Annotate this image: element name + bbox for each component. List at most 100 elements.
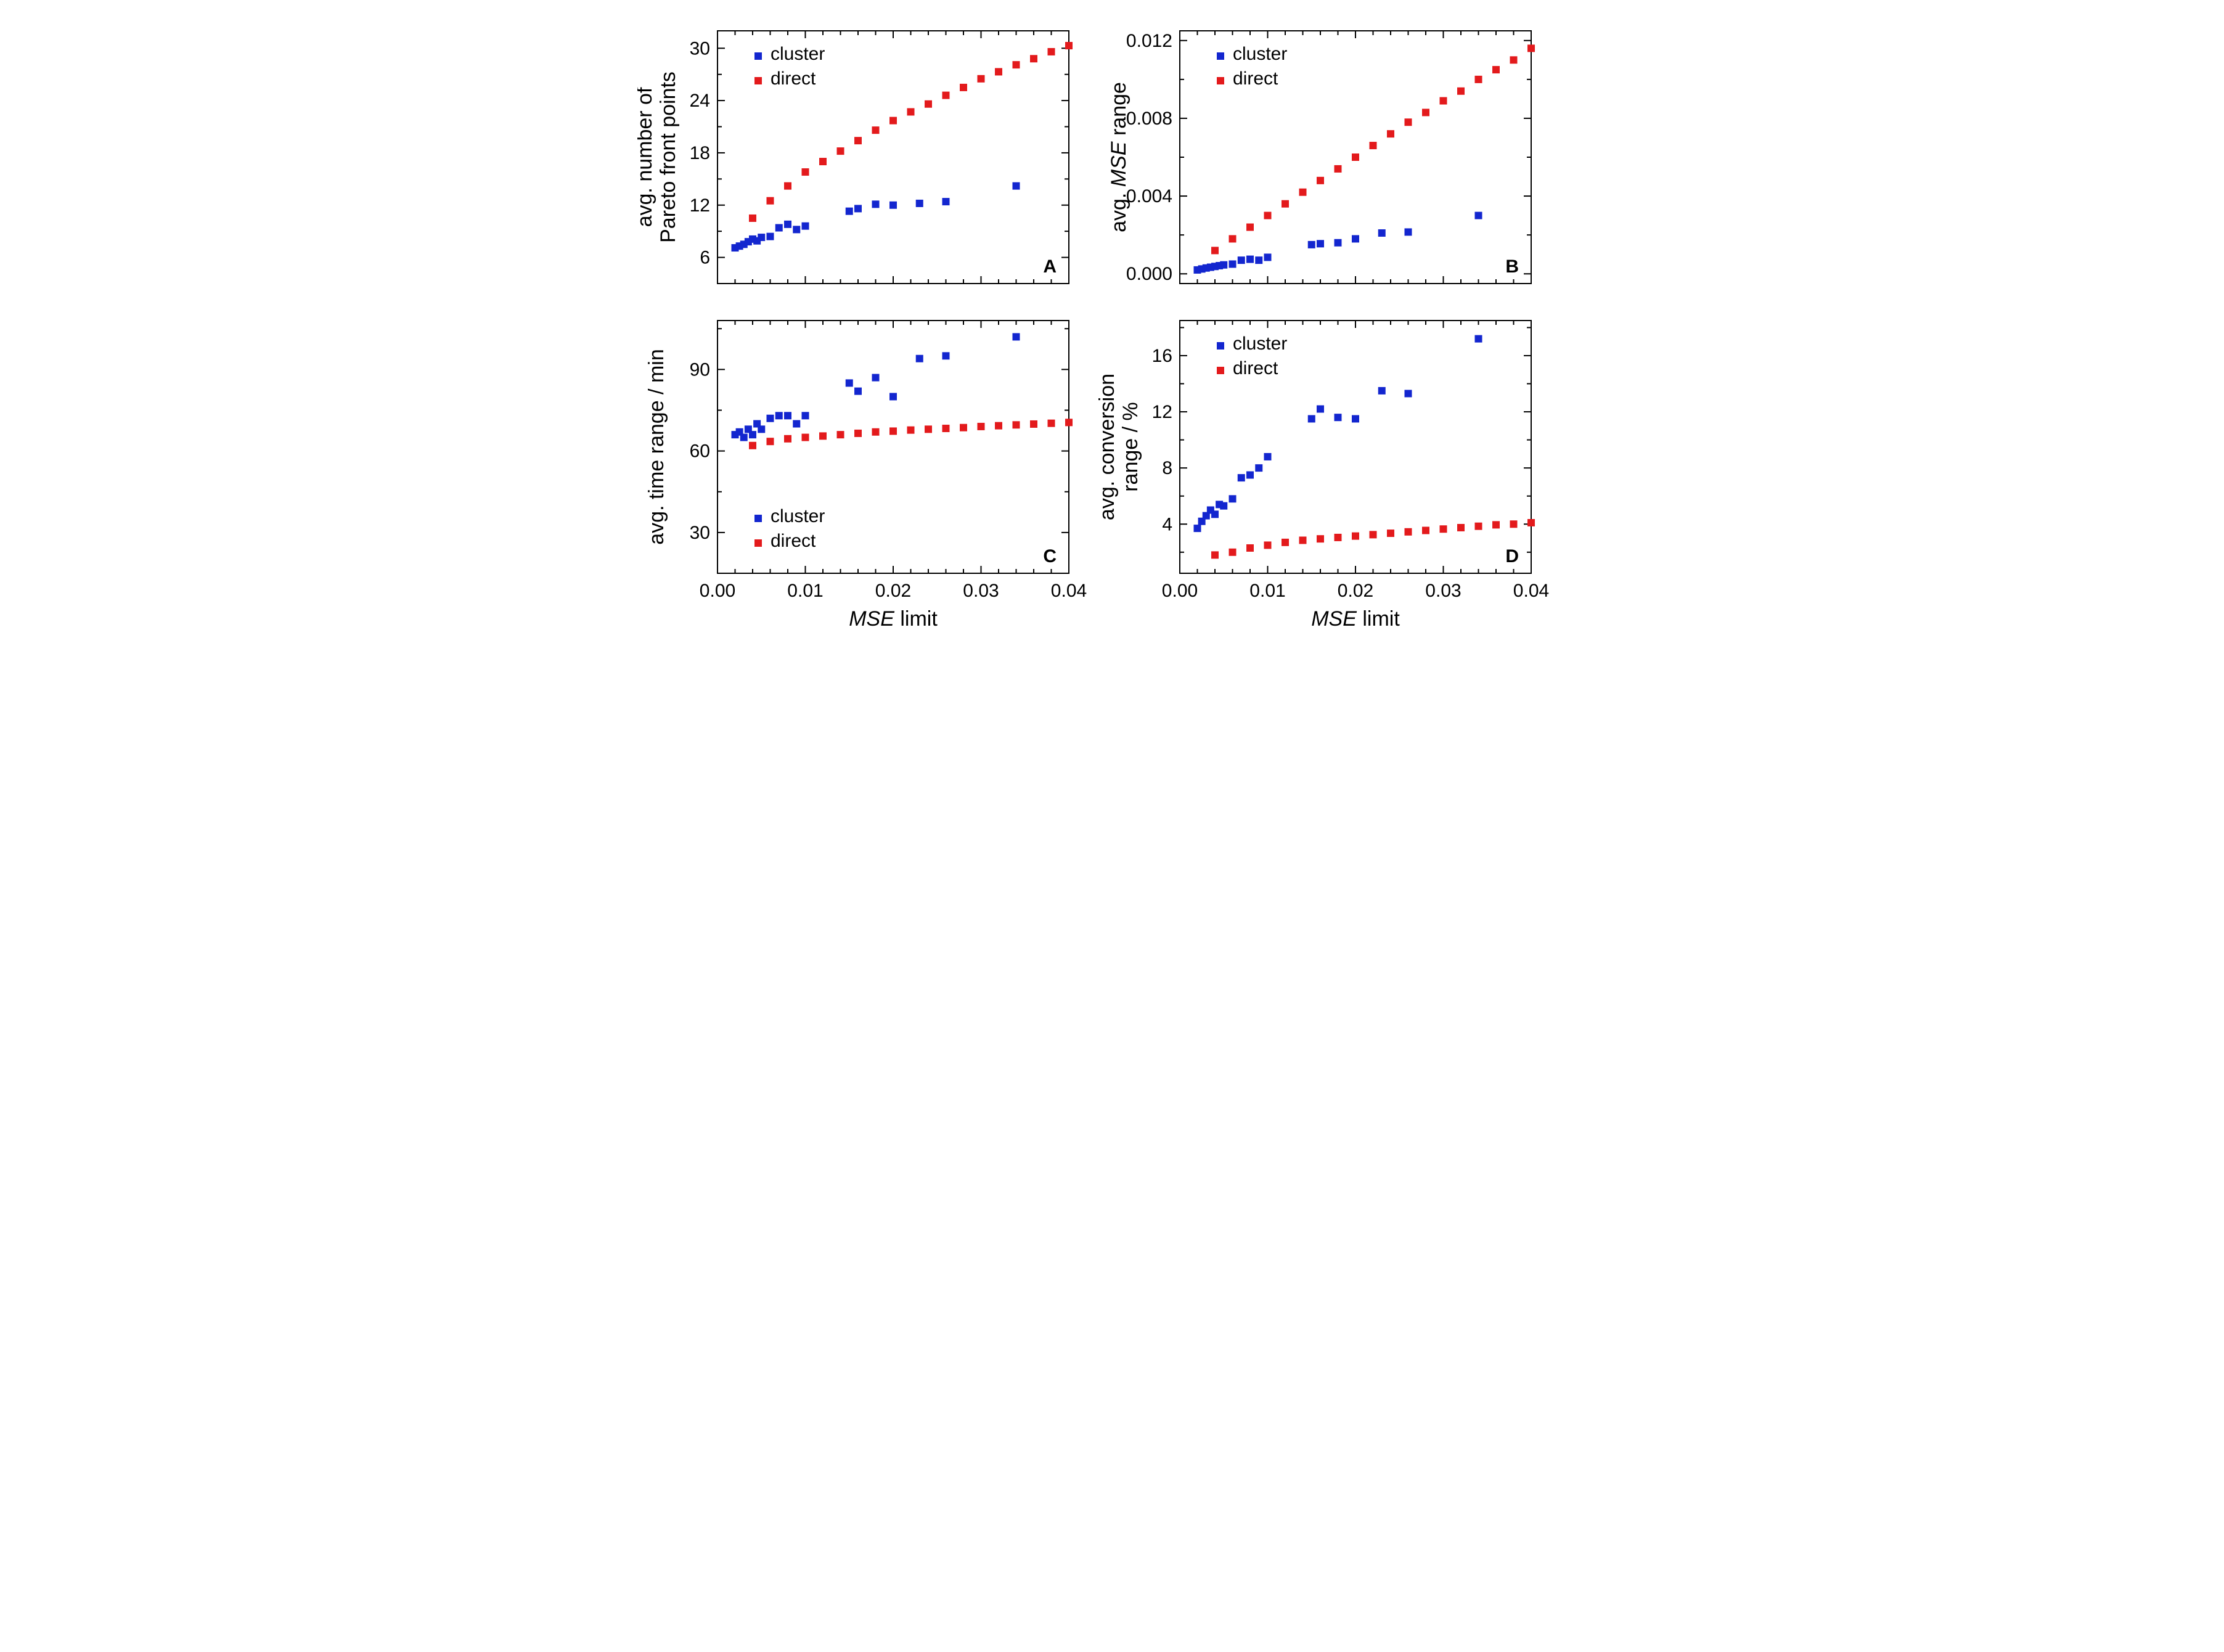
point-direct <box>1282 200 1289 208</box>
point-cluster <box>1317 240 1324 247</box>
point-direct <box>1211 247 1219 254</box>
y-tick-label: 6 <box>700 248 710 268</box>
point-direct <box>995 422 1002 430</box>
legend-marker-direct <box>754 77 762 84</box>
point-cluster <box>1335 414 1342 421</box>
point-cluster <box>854 388 862 395</box>
point-cluster <box>942 352 950 359</box>
panel-label-A: A <box>1043 256 1057 277</box>
y-tick-label: 0.008 <box>1126 108 1172 129</box>
point-direct <box>1352 153 1359 161</box>
point-direct <box>1264 212 1272 219</box>
point-direct <box>960 424 967 431</box>
legend-marker-cluster <box>1217 342 1224 350</box>
point-cluster <box>1013 182 1020 190</box>
point-cluster <box>846 379 853 386</box>
point-direct <box>925 100 932 108</box>
panel-D: 0.000.010.020.030.04481216avg. conversio… <box>1095 321 1549 631</box>
point-direct <box>837 431 844 438</box>
point-direct <box>1457 524 1465 531</box>
point-direct <box>837 147 844 155</box>
point-cluster <box>1475 212 1482 219</box>
point-direct <box>925 425 932 433</box>
panel-label-D: D <box>1505 546 1519 566</box>
point-cluster <box>872 374 880 382</box>
point-cluster <box>942 198 950 205</box>
point-cluster <box>758 234 765 241</box>
point-direct <box>1527 519 1535 526</box>
y-tick-label: 0.004 <box>1126 186 1172 206</box>
point-direct <box>1440 97 1447 105</box>
point-cluster <box>749 431 756 438</box>
point-direct <box>767 438 774 445</box>
point-direct <box>1370 531 1377 538</box>
x-tick-label: 0.01 <box>1249 581 1285 601</box>
point-direct <box>1492 521 1500 528</box>
point-cluster <box>1475 335 1482 343</box>
point-direct <box>784 435 791 443</box>
point-direct <box>889 117 897 125</box>
point-direct <box>1211 551 1219 558</box>
point-direct <box>1030 55 1037 62</box>
point-cluster <box>775 412 783 419</box>
panel-label-B: B <box>1505 256 1519 277</box>
point-cluster <box>784 412 791 419</box>
point-direct <box>1422 108 1429 116</box>
point-cluster <box>1264 253 1272 261</box>
point-cluster <box>1378 387 1386 395</box>
point-direct <box>1048 420 1055 427</box>
point-direct <box>1299 189 1307 196</box>
point-direct <box>960 84 967 91</box>
x-tick-label: 0.00 <box>700 581 735 601</box>
point-cluster <box>793 420 800 428</box>
x-tick-label: 0.04 <box>1513 581 1549 601</box>
point-cluster <box>1246 256 1254 263</box>
y-tick-label: 60 <box>690 441 710 462</box>
point-direct <box>819 432 827 440</box>
point-direct <box>907 108 915 115</box>
point-cluster <box>740 434 748 441</box>
point-direct <box>1510 520 1518 528</box>
y-tick-label: 24 <box>690 91 710 111</box>
y-tick-label: 0.000 <box>1126 264 1172 284</box>
point-direct <box>1317 535 1324 542</box>
point-direct <box>1352 533 1359 540</box>
legend-marker-direct <box>1217 77 1224 84</box>
x-tick-label: 0.01 <box>787 581 823 601</box>
point-cluster <box>1229 260 1237 268</box>
point-direct <box>1013 421 1020 428</box>
point-direct <box>1335 534 1342 541</box>
point-cluster <box>1352 235 1359 242</box>
point-direct <box>1030 420 1037 428</box>
y-tick-label: 4 <box>1162 514 1172 534</box>
point-cluster <box>1238 256 1245 264</box>
x-tick-label: 0.03 <box>963 581 999 601</box>
point-direct <box>1405 528 1412 536</box>
point-cluster <box>1335 239 1342 247</box>
point-cluster <box>1308 241 1315 248</box>
legend-label-direct: direct <box>1233 358 1278 378</box>
point-direct <box>1317 177 1324 184</box>
y-tick-label: 12 <box>690 195 710 216</box>
y-axis-label: avg. MSE range <box>1107 82 1130 232</box>
point-cluster <box>802 223 809 230</box>
point-cluster <box>775 224 783 232</box>
point-cluster <box>793 226 800 233</box>
y-tick-label: 90 <box>690 359 710 380</box>
panel-label-C: C <box>1043 546 1057 566</box>
point-direct <box>1013 61 1020 68</box>
x-tick-label: 0.03 <box>1425 581 1461 601</box>
x-tick-label: 0.02 <box>875 581 911 601</box>
y-tick-label: 16 <box>1152 346 1172 366</box>
point-cluster <box>758 425 765 433</box>
point-cluster <box>1229 495 1237 502</box>
point-direct <box>854 430 862 437</box>
point-direct <box>749 215 756 222</box>
point-direct <box>1440 525 1447 533</box>
legend-marker-cluster <box>1217 52 1224 60</box>
legend-marker-direct <box>1217 367 1224 374</box>
legend-label-cluster: cluster <box>1233 44 1287 64</box>
point-cluster <box>846 208 853 215</box>
point-cluster <box>889 202 897 209</box>
legend-marker-cluster <box>754 52 762 60</box>
